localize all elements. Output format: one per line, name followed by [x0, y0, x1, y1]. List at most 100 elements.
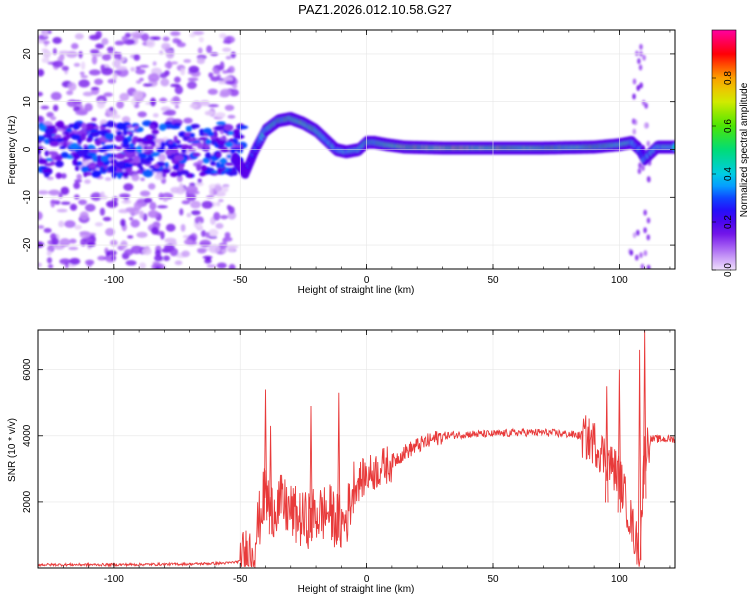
spectrogram-band-blob: [215, 161, 221, 169]
spectrogram-band-blob: [115, 152, 126, 160]
spectrogram-noise-blob: [221, 249, 227, 253]
spectrogram-noise-blob: [135, 68, 146, 75]
spectrogram-noise-blob: [89, 49, 100, 55]
spectrogram-noise-blob: [50, 91, 62, 101]
spectrogram-noise-blob: [632, 128, 637, 135]
spectrogram-noise-blob: [58, 192, 63, 199]
spectrogram-noise-blob: [631, 118, 636, 125]
spectrogram-noise-blob: [41, 48, 48, 52]
figure-title: PAZ1.2026.012.10.58.G27: [298, 2, 452, 17]
spectrogram-band-blob: [115, 161, 126, 168]
spectrogram-noise-blob: [632, 78, 637, 85]
spectrogram-noise-blob: [46, 111, 54, 118]
spectrogram-noise-blob: [646, 217, 651, 224]
spectrogram-noise-blob: [637, 58, 641, 65]
spectrogram-noise-blob: [109, 106, 114, 112]
spectrogram-noise-blob: [78, 199, 87, 205]
spectrogram-noise-blob: [84, 103, 93, 112]
spectrogram-noise-blob: [129, 217, 134, 221]
spectrogram-noise-blob: [114, 40, 125, 46]
spectrogram-band-blob: [125, 147, 137, 153]
spectrogram-noise-blob: [639, 82, 643, 89]
spectrogram-noise-blob: [101, 53, 112, 61]
spectrogram-band-blob: [106, 144, 115, 150]
spectrogram-noise-blob: [180, 67, 186, 76]
spectrogram-noise-blob: [224, 80, 236, 85]
spectrogram-band-blob: [55, 172, 62, 179]
spectrogram-band-blob: [200, 164, 207, 172]
snr-spike: [263, 389, 268, 521]
snr-spike: [617, 369, 622, 513]
spectrogram-band-blob: [185, 125, 192, 132]
spectrogram-noise-blob: [69, 238, 77, 244]
spectrogram-noise-blob: [99, 207, 106, 216]
spectrogram-x-tick-label: 50: [487, 275, 499, 286]
spectrogram-noise-blob: [216, 262, 227, 269]
spectrogram-band-blob: [68, 123, 74, 129]
spectrogram-noise-blob: [46, 250, 52, 256]
spectrogram-y-tick-label: 10: [22, 96, 33, 108]
spectrogram-noise-blob: [165, 49, 175, 59]
spectrogram-noise-blob: [222, 47, 232, 52]
spectrogram-noise-blob: [121, 35, 128, 42]
snr-spike: [637, 349, 642, 561]
spectrogram-noise-blob: [174, 104, 179, 109]
snr-x-axis-label: Height of straight line (km): [298, 584, 415, 595]
spectrogram-band-blob: [164, 162, 169, 169]
spectrogram-noise-blob: [119, 208, 127, 213]
spectrogram-band-blob: [198, 137, 209, 141]
spectrogram-noise-blob: [197, 159, 204, 165]
spectrogram-noise-blob: [151, 81, 158, 86]
spectrogram-noise-blob: [74, 179, 83, 183]
spectrogram-noise-blob: [229, 88, 239, 97]
spectrogram-noise-blob: [224, 231, 231, 239]
spectrogram-noise-blob: [136, 231, 148, 238]
spectrogram-noise-blob: [119, 92, 130, 102]
spectrogram-noise-blob: [60, 201, 71, 205]
spectrogram-noise-blob: [181, 250, 191, 258]
spectrogram-band-blob: [49, 141, 60, 147]
spectrogram-band-blob: [207, 131, 215, 137]
spectrogram-band-blob: [146, 145, 154, 152]
spectrogram-noise-blob: [174, 85, 184, 95]
spectrogram-noise-blob: [643, 209, 647, 216]
spectrogram-noise-blob: [133, 54, 141, 61]
spectrogram-noise-blob: [176, 42, 186, 48]
spectrogram-noise-blob: [180, 223, 186, 232]
spectrogram-band-blob: [101, 123, 108, 127]
spectrogram-noise-blob: [46, 176, 54, 181]
spectrogram-band-blob: [68, 142, 80, 150]
spectrogram-noise-blob: [191, 210, 201, 216]
spectrogram-band-blob: [217, 167, 222, 175]
spectrogram-noise-blob: [639, 43, 643, 50]
spectrogram-noise-blob: [68, 246, 79, 251]
spectrogram-band-blob: [205, 169, 212, 174]
spectrogram-noise-blob: [74, 224, 82, 230]
spectrogram-noise-blob: [90, 87, 100, 91]
spectrogram-noise-blob: [73, 62, 81, 67]
spectrogram-noise-blob: [51, 237, 60, 246]
spectrogram-noise-blob: [135, 66, 141, 70]
spectrogram-noise-blob: [226, 244, 236, 253]
spectrogram-noise-blob: [89, 69, 101, 76]
spectrogram-band-blob: [52, 134, 62, 139]
spectrogram-noise-blob: [183, 239, 193, 245]
spectrogram-band-blob: [50, 161, 56, 166]
spectrogram-noise-blob: [158, 153, 167, 162]
spectrogram-noise-blob: [215, 112, 226, 119]
spectrogram-noise-blob: [186, 185, 198, 193]
spectrogram-noise-blob: [156, 205, 168, 209]
spectrogram-noise-blob: [139, 64, 149, 68]
spectrogram-noise-blob: [170, 186, 181, 194]
spectrogram-noise-blob: [59, 238, 71, 247]
spectrogram-noise-blob: [160, 78, 170, 87]
snr-spike: [337, 392, 341, 541]
spectrogram-noise-blob: [219, 61, 225, 71]
spectrogram-noise-blob: [47, 264, 54, 269]
spectrogram-band-blob: [56, 120, 65, 129]
spectrogram-noise-blob: [204, 110, 215, 116]
spectrogram-noise-blob: [642, 54, 646, 61]
spectrogram-noise-blob: [147, 210, 159, 218]
spectrogram-noise-blob: [148, 183, 156, 190]
